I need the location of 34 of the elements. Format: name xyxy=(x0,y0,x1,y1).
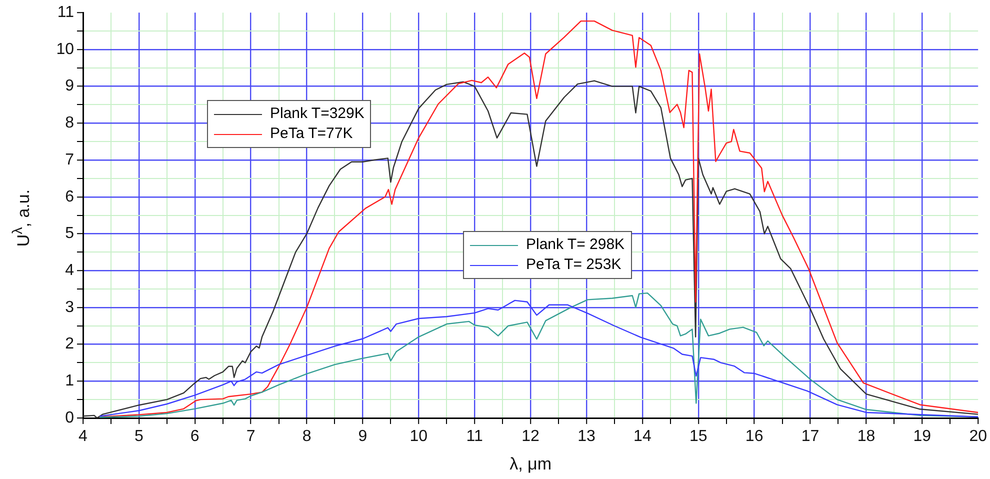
legend-label: PeTa T= 253K xyxy=(526,255,622,275)
x-tick-label: 16 xyxy=(745,428,764,446)
x-tick-label: 9 xyxy=(358,428,368,446)
x-tick-label: 7 xyxy=(246,428,256,446)
legend-label: PeTa T=77K xyxy=(270,124,353,144)
legend-label: Plank T=329K xyxy=(270,104,364,124)
x-tick-label: 11 xyxy=(466,428,484,446)
x-tick-label: 8 xyxy=(302,428,312,446)
y-tick-label: 11 xyxy=(57,4,74,22)
y-tick-label: 6 xyxy=(65,188,74,206)
y-tick-label: 5 xyxy=(65,225,74,242)
x-tick-label: 19 xyxy=(913,428,932,446)
y-tick-label: 9 xyxy=(65,78,74,95)
legend-label: Plank T= 298K xyxy=(526,235,625,255)
y-tick-label: 7 xyxy=(65,151,74,168)
y-tick-label: 3 xyxy=(65,298,74,316)
y-tick-label: 10 xyxy=(56,40,74,58)
x-tick-label: 13 xyxy=(578,428,596,446)
y-tick-label: 8 xyxy=(65,114,74,132)
x-axis-title: λ, μm xyxy=(510,454,552,474)
y-tick-label: 1 xyxy=(65,372,74,390)
x-tick-label: 10 xyxy=(410,428,428,446)
x-tick-label: 18 xyxy=(857,428,876,446)
x-tick-label: 14 xyxy=(634,428,652,446)
y-tick-label: 2 xyxy=(65,336,74,353)
x-tick-label: 6 xyxy=(190,428,200,446)
x-tick-label: 20 xyxy=(969,428,988,446)
x-tick-label: 5 xyxy=(134,428,144,446)
x-tick-label: 4 xyxy=(78,428,88,446)
x-tick-label: 12 xyxy=(522,428,540,446)
y-tick-label: 0 xyxy=(65,409,74,426)
x-tick-label: 17 xyxy=(801,428,820,446)
y-tick-label: 4 xyxy=(65,262,74,279)
x-tick-label: 15 xyxy=(689,428,708,446)
